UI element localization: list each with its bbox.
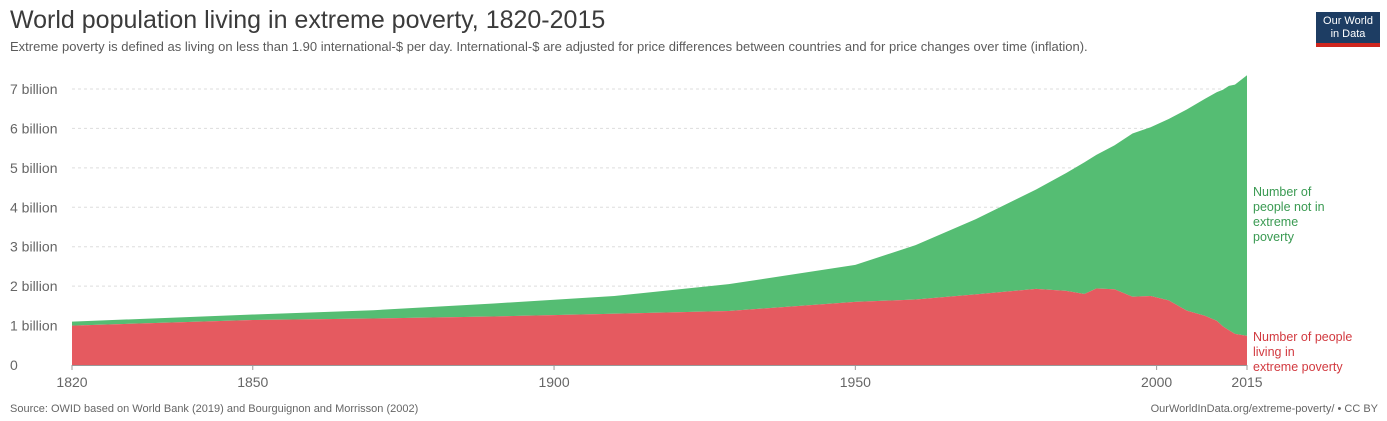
logo-line-1: Our World: [1323, 15, 1373, 27]
chart-subtitle: Extreme poverty is defined as living on …: [10, 39, 1088, 54]
y-tick-label-7: 7 billion: [10, 81, 57, 97]
area-extreme-poverty: [72, 288, 1247, 365]
x-tick-label-1: 1850: [237, 374, 268, 390]
logo-line-2: in Data: [1330, 28, 1366, 40]
y-tick-label-3: 3 billion: [10, 239, 57, 255]
y-tick-label-6: 6 billion: [10, 120, 57, 136]
x-tick-label-4: 2000: [1141, 374, 1172, 390]
y-tick-label-4: 4 billion: [10, 199, 57, 215]
label-extreme-poverty: Number of people living in extreme poverty: [1253, 330, 1352, 374]
y-tick-label-5: 5 billion: [10, 160, 57, 176]
y-tick-label-2: 2 billion: [10, 278, 57, 294]
label-not-in-extreme-poverty: Number of people not in extreme poverty: [1253, 185, 1325, 244]
license-link[interactable]: OurWorldInData.org/extreme-poverty/ • CC…: [1150, 403, 1378, 415]
y-tick-label-1: 1 billion: [10, 318, 57, 334]
y-tick-label-0: 0: [10, 357, 18, 373]
x-tick-label-3: 1950: [840, 374, 871, 390]
x-tick-label-0: 1820: [56, 374, 87, 390]
area-not-in-extreme-poverty: [72, 75, 1247, 336]
owid-logo[interactable]: Our World in Data: [1316, 12, 1380, 47]
x-tick-label-5: 2015: [1231, 374, 1262, 390]
chart-title: World population living in extreme pover…: [10, 6, 606, 34]
x-tick-label-2: 1900: [538, 374, 569, 390]
source-note: Source: OWID based on World Bank (2019) …: [10, 403, 419, 415]
